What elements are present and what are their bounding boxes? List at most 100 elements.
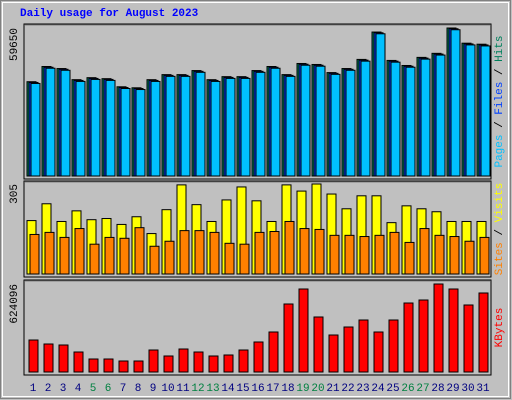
- x-tick-label: 16: [251, 383, 264, 395]
- bar: [448, 288, 459, 373]
- bar: [299, 228, 310, 275]
- x-tick-label: 11: [176, 383, 190, 395]
- bar: [148, 349, 159, 373]
- bar: [300, 64, 311, 177]
- x-tick-label: 22: [341, 383, 354, 395]
- x-tick-label: 2: [45, 383, 52, 395]
- bar: [343, 326, 354, 373]
- bar: [463, 304, 474, 373]
- bar: [163, 355, 174, 373]
- x-tick-label: 8: [135, 383, 142, 395]
- x-tick-label: 1: [30, 383, 37, 395]
- bar: [449, 236, 460, 275]
- bar: [375, 33, 386, 177]
- bar: [298, 288, 309, 373]
- bar: [223, 354, 234, 373]
- x-tick-label: 28: [431, 383, 444, 395]
- bar: [43, 343, 54, 373]
- x-tick-label: 29: [446, 383, 459, 395]
- bar: [433, 283, 444, 373]
- bar: [103, 358, 114, 373]
- bar: [450, 29, 461, 177]
- x-tick-label: 30: [461, 383, 474, 395]
- x-tick-label: 17: [266, 383, 279, 395]
- x-tick-label: 12: [191, 383, 204, 395]
- chart-title: Daily usage for August 2023: [20, 8, 199, 20]
- bar: [373, 331, 384, 373]
- bar: [315, 65, 326, 177]
- bar: [374, 234, 385, 275]
- bar: [133, 360, 144, 373]
- bar: [195, 71, 206, 177]
- bar: [479, 236, 490, 275]
- x-tick-label: 14: [221, 383, 235, 395]
- x-tick-label: 9: [150, 383, 157, 395]
- bar: [360, 60, 371, 177]
- bar: [149, 245, 160, 275]
- bar: [45, 67, 56, 177]
- bar: [359, 236, 370, 275]
- x-tick-label: 26: [401, 383, 414, 395]
- bar: [240, 77, 251, 177]
- bar: [464, 240, 475, 275]
- bar: [225, 77, 236, 177]
- bar: [344, 234, 355, 275]
- bar: [179, 230, 190, 275]
- bar: [480, 45, 491, 177]
- bar: [105, 79, 116, 177]
- legend-separator: /: [494, 222, 506, 242]
- y-tick-label: 305: [9, 184, 21, 204]
- bar: [88, 358, 99, 373]
- bar: [104, 236, 115, 275]
- legend: Pages / Files / Hits: [494, 35, 506, 167]
- y-tick-label: 59650: [9, 28, 21, 61]
- bar: [193, 351, 204, 373]
- legend: Sites / Visits: [494, 183, 506, 275]
- bar: [164, 240, 175, 275]
- bar: [418, 299, 429, 373]
- bar: [120, 88, 131, 177]
- bar: [118, 360, 129, 373]
- bar: [358, 319, 369, 373]
- bar: [194, 230, 205, 275]
- x-tick-label: 25: [386, 383, 399, 395]
- bar: [403, 302, 414, 373]
- bar: [44, 231, 55, 275]
- bar: [210, 80, 221, 177]
- x-tick-label: 15: [236, 383, 249, 395]
- bar: [313, 316, 324, 373]
- x-tick-label: 31: [476, 383, 490, 395]
- legend-entry: Hits: [494, 35, 506, 61]
- bar: [329, 234, 340, 275]
- y-tick-label: 624096: [9, 284, 21, 324]
- inner-border: [2, 2, 509, 397]
- x-tick-label: 3: [60, 383, 67, 395]
- bar: [119, 237, 130, 275]
- bar: [165, 75, 176, 177]
- bar: [60, 69, 71, 177]
- x-tick-label: 5: [90, 383, 97, 395]
- bar: [328, 334, 339, 373]
- x-tick-label: 19: [296, 383, 309, 395]
- bar: [28, 339, 39, 373]
- bar: [74, 228, 85, 275]
- bar: [59, 236, 70, 275]
- bar: [209, 231, 220, 275]
- bar: [345, 69, 356, 177]
- bar: [269, 231, 280, 275]
- x-tick-label: 23: [356, 383, 369, 395]
- bar: [478, 292, 489, 373]
- bar: [180, 75, 191, 177]
- legend: KBytes: [494, 308, 506, 348]
- bar: [89, 243, 100, 275]
- x-tick-label: 13: [206, 383, 219, 395]
- x-tick-label: 21: [326, 383, 340, 395]
- bar: [134, 227, 145, 275]
- bar: [270, 67, 281, 177]
- bar: [254, 231, 265, 275]
- bar: [73, 351, 84, 373]
- bar: [390, 61, 401, 177]
- x-tick-label: 10: [161, 383, 174, 395]
